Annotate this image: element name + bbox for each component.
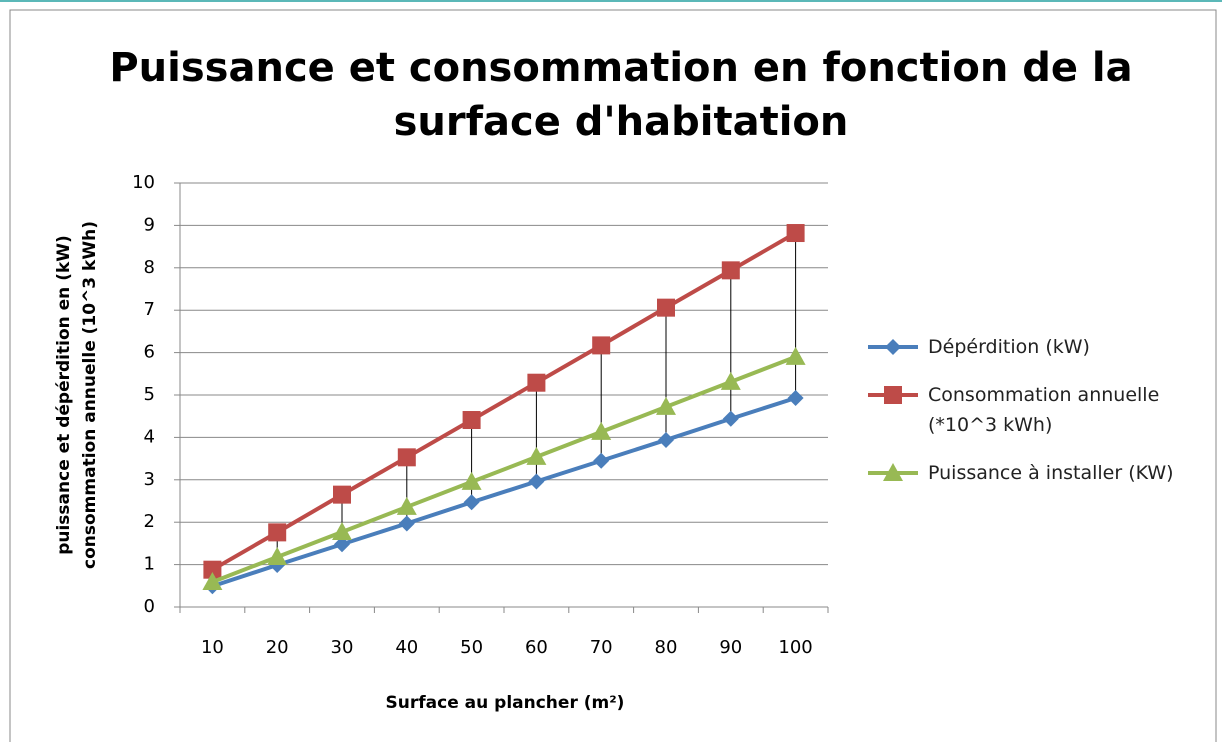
marker [396, 496, 417, 515]
marker [786, 224, 805, 243]
y-tick-label: 10 [132, 172, 155, 193]
chart-border [9, 9, 1217, 746]
marker [656, 396, 676, 415]
y-tick-label: 8 [144, 257, 155, 278]
x-tick-label: 80 [655, 637, 678, 658]
y-tick-label: 7 [144, 299, 155, 320]
y-tick-label: 5 [144, 384, 155, 405]
x-tick-label: 20 [266, 637, 289, 658]
marker [202, 571, 223, 590]
marker [785, 346, 806, 365]
marker [658, 431, 674, 448]
x-tick-label: 30 [331, 637, 354, 658]
y-tick-label: 9 [144, 214, 155, 235]
legend-label: Dépérdition (kW) [928, 336, 1090, 358]
marker [528, 473, 545, 490]
marker [591, 421, 612, 440]
y-tick-label: 6 [144, 342, 155, 363]
y-tick-label: 1 [144, 554, 155, 575]
marker [462, 411, 481, 430]
marker [463, 494, 480, 511]
legend-label: Consommation annuelle (*10^3 kWh) [928, 384, 1160, 436]
y-tick-label: 4 [144, 426, 155, 447]
y-axis-title: puissance et dépérdition en (kW) [54, 235, 74, 555]
legend: Dépérdition (kW) Consommation annuelle (*… [866, 332, 1216, 506]
y-tick-label: 2 [144, 511, 155, 532]
marker [721, 261, 740, 280]
legend-swatch [868, 463, 918, 481]
marker [657, 298, 675, 317]
series-line [211, 231, 797, 572]
y-tick-label: 3 [144, 469, 155, 490]
marker [267, 546, 288, 565]
marker [720, 371, 741, 390]
series-line [211, 354, 797, 584]
marker [398, 515, 415, 532]
marker [592, 336, 611, 355]
x-tick-label: 70 [590, 637, 613, 658]
marker [526, 446, 547, 465]
marker [593, 452, 610, 469]
x-tick-label: 100 [778, 637, 812, 658]
x-tick-label: 60 [525, 637, 548, 658]
chart-title: surface d'habitation [394, 99, 849, 145]
legend-marker [883, 463, 903, 481]
legend-item: Dépérdition (kW) [866, 332, 1216, 362]
x-tick-label: 90 [719, 637, 742, 658]
x-tick-label: 40 [395, 637, 418, 658]
marker [787, 389, 804, 406]
legend-label: Puissance à installer (KW) [928, 462, 1174, 484]
marker [268, 523, 287, 542]
series-line [211, 396, 797, 589]
x-tick-label: 10 [201, 637, 224, 658]
marker [722, 410, 739, 427]
legend-marker [885, 339, 901, 355]
marker [461, 471, 482, 490]
marker [332, 521, 352, 540]
marker [527, 373, 546, 392]
legend-swatch [868, 386, 918, 404]
chart-title: Puissance et consommation en fonction de… [109, 45, 1132, 91]
marker [203, 560, 222, 579]
legend-item: Consommation annuelle (*10^3 kWh) [866, 380, 1216, 440]
marker [397, 448, 416, 467]
legend-marker [884, 386, 902, 404]
marker [334, 536, 350, 553]
x-tick-label: 50 [460, 637, 483, 658]
y-tick-label: 0 [144, 596, 155, 617]
x-axis-title: Surface au plancher (m²) [386, 693, 625, 713]
legend-swatch [868, 339, 918, 355]
marker [333, 485, 351, 504]
y-axis-title: consommation annuelle (10^3 kWh) [80, 221, 100, 569]
legend-item: Puissance à installer (KW) [866, 458, 1216, 488]
